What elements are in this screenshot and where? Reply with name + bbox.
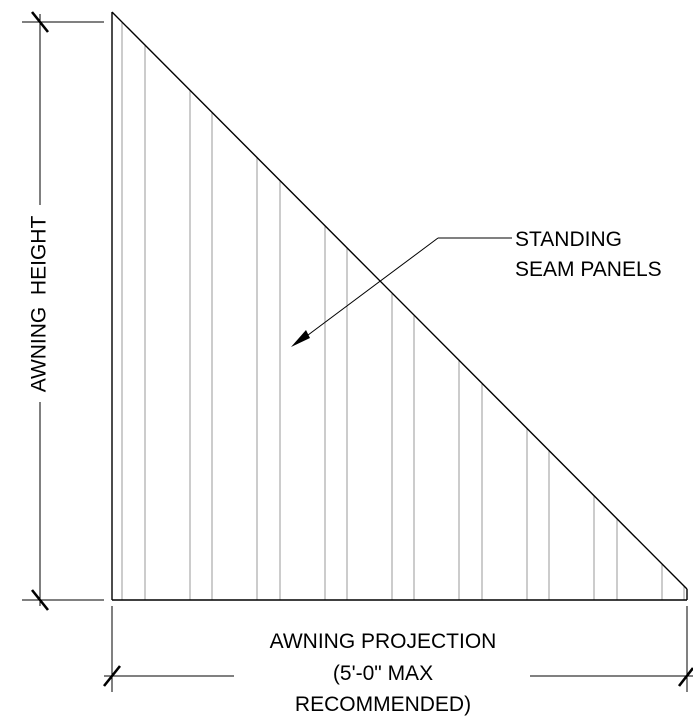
height-tick-top [30, 11, 50, 33]
callout-label-line-1: STANDING [515, 228, 622, 251]
awning-triangle [111, 11, 688, 601]
callout-leader [295, 237, 512, 345]
callout-label-line-2: SEAM PANELS [515, 258, 662, 281]
projection-dimension [102, 606, 693, 692]
awning-height-label: AWNING HEIGHT [28, 216, 51, 393]
awning-projection-label: AWNING PROJECTION [270, 630, 497, 653]
height-dimension [22, 11, 104, 611]
height-tick-bottom [30, 589, 50, 611]
projection-note-line-1: (5'-0" MAX [333, 662, 433, 685]
projection-tick-left [102, 665, 122, 687]
projection-note-line-2: RECOMMENDED) [295, 693, 471, 716]
awning-slope-edge [111, 11, 688, 590]
callout-arrowhead [291, 330, 310, 347]
callout-leader-diagonal [295, 237, 439, 345]
standing-seam-lines [121, 22, 685, 600]
projection-tick-right [677, 667, 693, 687]
